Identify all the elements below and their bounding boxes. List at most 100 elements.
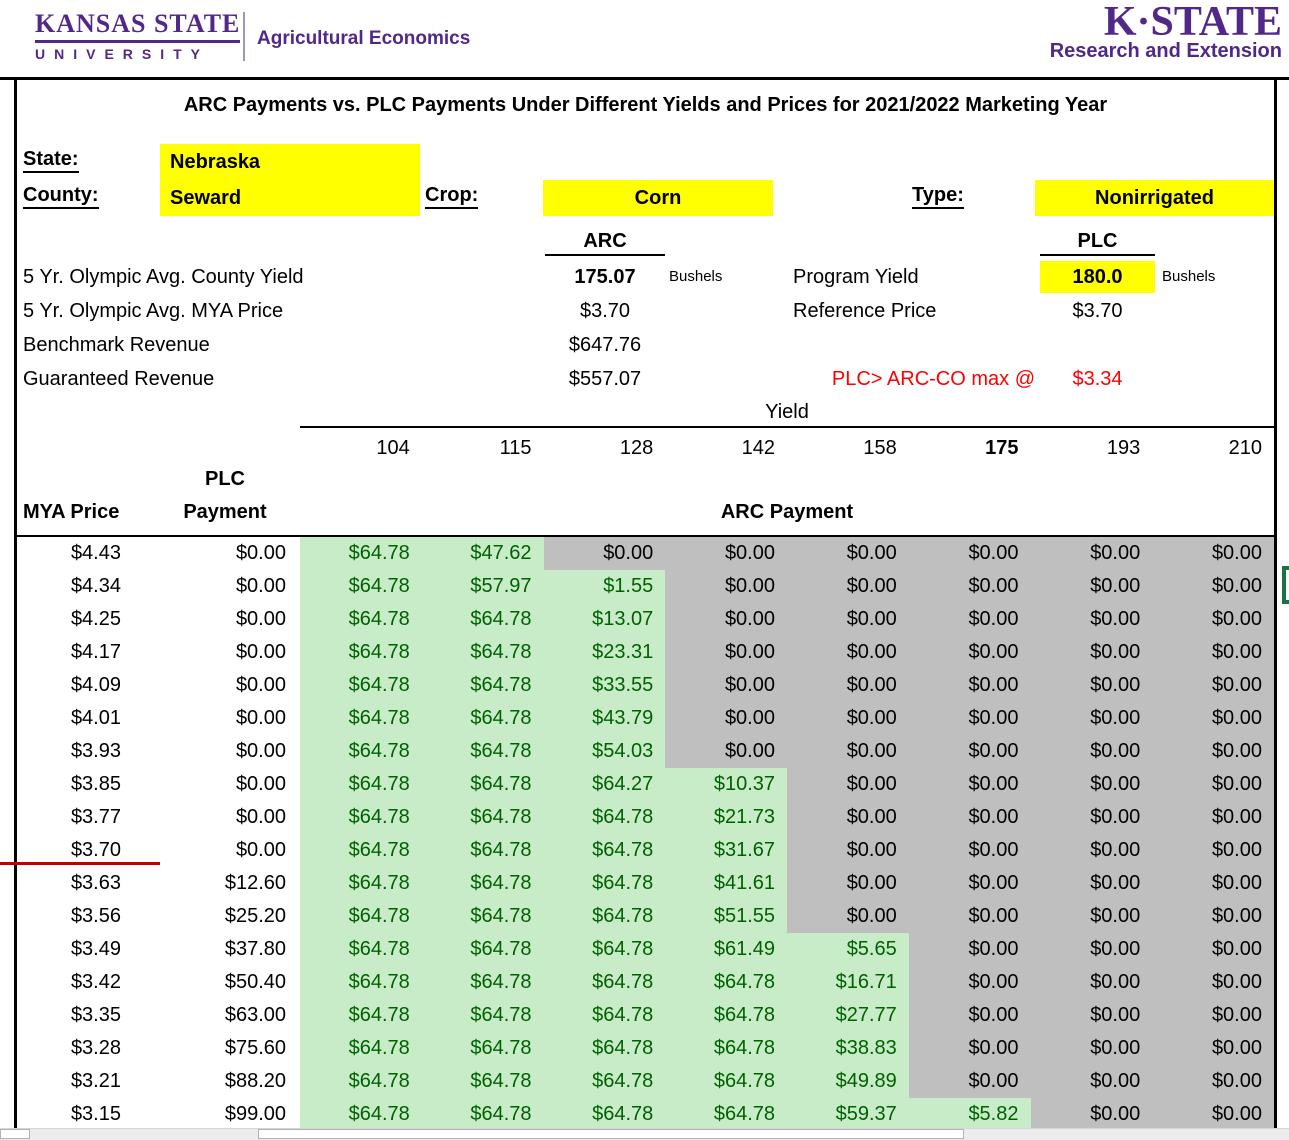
- table-row: $3.77 $0.00 $64.78 $64.78 $64.78 $21.73 $0.00 $…: [17, 801, 1274, 834]
- selected-cell-outline: [1282, 566, 1289, 604]
- kstate-wordmark-sub: Research and Extension: [1049, 40, 1282, 62]
- arc-payment-cell: $38.83: [787, 1032, 909, 1065]
- mya-price-cell: $4.17: [70, 641, 121, 663]
- kstate-wordmark: K·STATE: [1103, 0, 1282, 45]
- arc-payment-cell: $0.00: [1152, 768, 1274, 801]
- payment-grid: $4.43 $0.00 $64.78 $47.62 $0.00 $0.00 $0.00 $0.…: [17, 535, 1274, 1131]
- arc-payment-cell: $10.37: [665, 768, 787, 801]
- plc-payment-cell: $0.00: [235, 707, 286, 729]
- mya-price-cell: $3.56: [70, 905, 121, 927]
- arc-payment-cell: $64.78: [543, 1098, 666, 1131]
- crop-input[interactable]: Corn: [543, 180, 773, 216]
- arc-payment-cell: $0.00: [787, 801, 909, 834]
- arc-payment-cell: $64.78: [300, 669, 422, 702]
- arc-payment-cell: $64.78: [421, 1032, 544, 1065]
- guaranteed-revenue-label: Guaranteed Revenue: [23, 368, 215, 390]
- program-yield-input[interactable]: 180.0: [1040, 261, 1155, 293]
- benchmark-revenue-value: $647.76: [568, 334, 642, 356]
- plc-payment-cell: $12.60: [224, 872, 286, 894]
- arc-payment-cell: $64.78: [543, 966, 666, 999]
- arc-payment-cell: $0.00: [665, 669, 787, 702]
- arc-payment-cell: $64.78: [421, 900, 544, 933]
- reference-price-label: Reference Price: [793, 300, 937, 322]
- arc-payment-cell: $0.00: [1152, 1065, 1274, 1098]
- state-input[interactable]: Nebraska: [160, 144, 420, 180]
- scrollbar-thumb[interactable]: [258, 1129, 964, 1139]
- table-row: $3.56 $25.20 $64.78 $64.78 $64.78 $51.55 $0.00…: [17, 900, 1274, 933]
- mya-price-column-header: MYA Price: [23, 501, 120, 523]
- plc-payment-cell: $63.00: [224, 1004, 286, 1026]
- mya-price-cell: $3.49: [70, 938, 121, 960]
- county-input[interactable]: Seward: [160, 180, 420, 216]
- yield-column-header: 115: [499, 437, 532, 459]
- arc-payment-cell: $64.78: [543, 801, 666, 834]
- arc-payment-cell: $0.00: [787, 900, 909, 933]
- arc-payment-cell: $64.78: [421, 1098, 544, 1131]
- arc-payment-cell: $64.78: [300, 768, 422, 801]
- arc-payment-cell: $23.31: [543, 636, 666, 669]
- mya-price-cell: $4.25: [70, 608, 121, 630]
- arc-payment-cell: $64.78: [300, 999, 422, 1032]
- arc-payment-cell: $64.78: [421, 636, 544, 669]
- kstate-research-extension-logo: K·STATE Research and Extension: [1050, 0, 1282, 63]
- arc-payment-cell: $0.00: [908, 933, 1031, 966]
- arc-payment-cell: $0.00: [787, 768, 909, 801]
- table-row: $3.49 $37.80 $64.78 $64.78 $64.78 $61.49 $5.65…: [17, 933, 1274, 966]
- yield-column-header: 104: [376, 437, 410, 459]
- arc-payment-cell: $0.00: [908, 669, 1031, 702]
- plc-payment-cell: $37.80: [224, 938, 286, 960]
- arc-payment-cell: $64.78: [421, 801, 544, 834]
- mya-price-cell: $4.09: [70, 674, 121, 696]
- sheet-top-border: [0, 77, 1289, 80]
- arc-payment-cell: $0.00: [787, 702, 909, 735]
- arc-payment-cell: $0.00: [1030, 867, 1153, 900]
- arc-payment-cell: $64.78: [300, 900, 422, 933]
- arc-payment-cell: $0.00: [1152, 933, 1274, 966]
- mya-price-cell: $4.43: [70, 542, 121, 564]
- arc-payment-header: ARC Payment: [720, 501, 854, 523]
- arc-payment-cell: $0.00: [908, 603, 1031, 636]
- yield-column-header: 158: [863, 437, 897, 459]
- arc-payment-cell: $64.78: [665, 1032, 787, 1065]
- arc-payment-cell: $0.00: [665, 537, 787, 570]
- arc-payment-cell: $54.03: [543, 735, 666, 768]
- arc-payment-cell: $0.00: [1152, 669, 1274, 702]
- arc-payment-cell: $0.00: [908, 537, 1031, 570]
- arc-payment-cell: $0.00: [1030, 999, 1153, 1032]
- arc-payment-cell: $0.00: [787, 735, 909, 768]
- county-yield-value: 175.07: [574, 266, 636, 288]
- arc-payment-cell: $0.00: [1030, 735, 1153, 768]
- arc-payment-cell: $0.00: [665, 636, 787, 669]
- arc-payment-cell: $64.78: [421, 768, 544, 801]
- header-band: KANSAS STATE UNIVERSITY Agricultural Eco…: [0, 0, 1289, 77]
- arc-payment-cell: $0.00: [908, 966, 1031, 999]
- plc-payment-column-header-line2: Payment: [183, 501, 267, 523]
- plc-payment-cell: $50.40: [224, 971, 286, 993]
- arc-payment-cell: $0.00: [1152, 834, 1274, 867]
- arc-payment-cell: $64.78: [543, 933, 666, 966]
- arc-payment-cell: $0.00: [1152, 735, 1274, 768]
- plc-payment-cell: $0.00: [235, 773, 286, 795]
- arc-payment-cell: $0.00: [1152, 867, 1274, 900]
- plc-payment-cell: $0.00: [235, 740, 286, 762]
- arc-payment-cell: $64.78: [543, 1065, 666, 1098]
- arc-payment-cell: $0.00: [1152, 636, 1274, 669]
- mya-price-cell: $3.21: [70, 1070, 121, 1092]
- arc-payment-cell: $49.89: [787, 1065, 909, 1098]
- county-label: County:: [23, 184, 99, 209]
- ksu-department-label: Agricultural Economics: [257, 28, 471, 49]
- arc-payment-cell: $51.55: [665, 900, 787, 933]
- arc-payment-cell: $33.55: [543, 669, 666, 702]
- arc-payment-cell: $0.00: [1030, 537, 1153, 570]
- plc-payment-cell: $99.00: [224, 1103, 286, 1125]
- arc-payment-cell: $64.78: [300, 867, 422, 900]
- mya-price-cell: $3.42: [70, 971, 121, 993]
- arc-payment-cell: $64.78: [300, 537, 422, 570]
- plc-payment-column-header-line1: PLC: [205, 468, 245, 490]
- type-input[interactable]: Nonirrigated: [1035, 180, 1274, 216]
- arc-payment-cell: $59.37: [787, 1098, 909, 1131]
- yield-column-header: 142: [741, 437, 775, 459]
- arc-payment-cell: $0.00: [908, 900, 1031, 933]
- table-row: $3.63 $12.60 $64.78 $64.78 $64.78 $41.61 $0.00…: [17, 867, 1274, 900]
- scrollbar-left-button[interactable]: [0, 1129, 30, 1139]
